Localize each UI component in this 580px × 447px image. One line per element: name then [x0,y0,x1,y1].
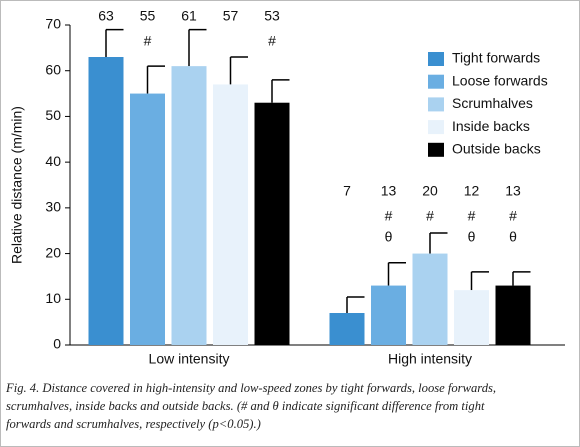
data-label: 57 [223,8,239,24]
data-label: 13 [505,183,521,199]
y-tick-label: 50 [45,107,61,123]
data-label: 53 [264,8,280,24]
data-label: 7 [343,183,351,199]
legend-swatch [428,74,444,89]
significance-symbol: # [385,208,393,224]
caption: scrumhalves, inside backs and outside ba… [6,399,485,413]
bar [495,285,531,345]
data-label: 63 [98,8,114,24]
legend-label: Tight forwards [452,50,540,66]
bar [88,57,124,345]
legend-label: Scrumhalves [452,95,533,111]
significance-symbol: # [144,33,152,49]
legend-label: Loose forwards [452,72,548,88]
y-tick-label: 30 [45,199,61,215]
bar [254,102,290,345]
data-label: 13 [381,183,397,199]
y-tick-label: 60 [45,61,61,77]
y-tick-label: 70 [45,16,61,32]
y-tick-label: 0 [53,336,61,352]
bar [171,66,207,346]
y-tick-label: 10 [45,290,61,306]
data-label: 55 [140,8,156,24]
bar [371,285,406,345]
significance-symbol: # [509,208,517,224]
caption: Fig. 4. Distance covered in high-intensi… [5,381,496,395]
data-label: 12 [464,183,480,199]
significance-symbol: θ [385,229,393,245]
legend-label: Inside backs [452,118,530,134]
caption: forwards and scrumhalves, respectively (… [6,417,261,431]
y-tick-label: 40 [45,153,61,169]
y-axis-label: Relative distance (m/min) [9,106,25,264]
legend-swatch [428,97,444,112]
significance-symbol: # [426,208,434,224]
legend-swatch [428,142,444,157]
x-tick-label: High intensity [388,351,472,367]
significance-symbol: θ [509,229,517,245]
bar [454,290,489,345]
significance-symbol: # [468,208,476,224]
significance-symbol: # [268,33,276,49]
data-label: 61 [181,8,197,24]
bar [213,84,248,345]
legend-label: Outside backs [452,141,541,157]
data-label: 20 [422,183,438,199]
legend-swatch [428,120,444,135]
bar [412,253,448,345]
bar [329,313,365,345]
bar [130,93,165,345]
x-tick-label: Low intensity [149,351,230,367]
significance-symbol: θ [468,229,476,245]
legend-swatch [428,52,444,66]
y-tick-label: 20 [45,244,61,260]
